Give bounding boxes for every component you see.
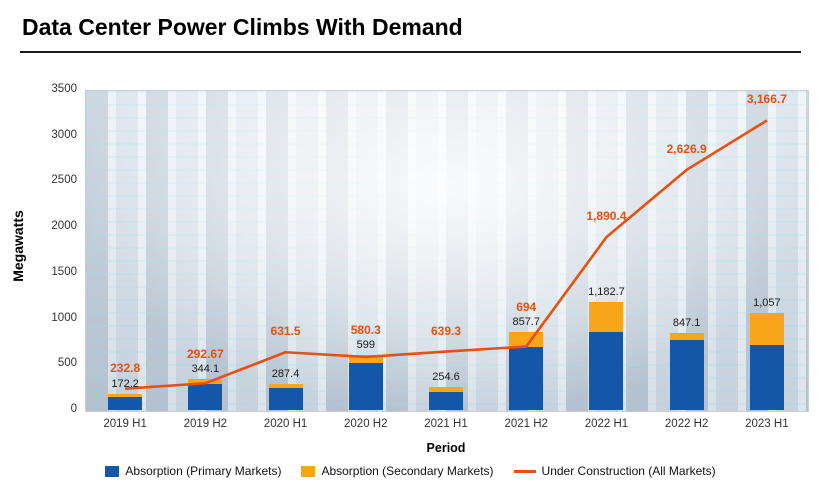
bar-total-label: 1,057 <box>753 297 781 310</box>
x-tick-label: 2021 H2 <box>504 418 548 430</box>
bar-secondary-segment <box>348 355 383 363</box>
bar-secondary-segment <box>429 386 463 392</box>
bar-primary-segment <box>188 384 223 410</box>
line-point-label: 232.8 <box>110 360 141 375</box>
legend-bar-swatch <box>301 465 316 477</box>
bar-primary-segment <box>589 332 624 410</box>
x-axis-label: Period <box>426 441 466 455</box>
bar-total-label: 344.1 <box>191 362 220 375</box>
title-underline <box>20 51 801 53</box>
bar-total-label: 287.4 <box>271 367 300 380</box>
line-point-label: 1,890.4 <box>586 209 627 224</box>
bar-primary-segment <box>108 397 143 410</box>
y-tick-label: 3500 <box>51 83 77 95</box>
bar-total-label: 254.6 <box>432 370 460 383</box>
x-tick-label: 2023 H1 <box>745 418 789 430</box>
page-title: Data Center Power Climbs With Demand <box>22 14 463 40</box>
line-point-label: 2,626.9 <box>666 141 707 156</box>
legend-label: Under Construction (All Markets) <box>541 464 716 478</box>
line-point-label: 3,166.7 <box>746 92 787 107</box>
x-tick-label: 2019 H1 <box>103 418 147 430</box>
line-point-label: 580.3 <box>350 323 381 338</box>
legend-label: Absorption (Secondary Markets) <box>321 464 494 478</box>
legend-label: Absorption (Primary Markets) <box>125 464 282 478</box>
bar-secondary-segment <box>589 301 624 333</box>
bar-secondary-segment <box>108 394 143 398</box>
bar-primary-segment <box>749 345 784 410</box>
bar-secondary-segment <box>749 313 784 346</box>
line-point-label: 694 <box>516 299 537 314</box>
bar-primary-segment <box>669 339 704 410</box>
y-axis-label: Megawatts <box>10 210 26 282</box>
y-tick-label: 1000 <box>51 311 77 324</box>
line-point-label: 292.67 <box>186 346 224 361</box>
y-tick-label: 0 <box>70 403 77 415</box>
title-block: Data Center Power Climbs With Demand <box>20 14 801 53</box>
chart: Megawatts Period Absorption (Primary Mar… <box>0 70 821 500</box>
under-construction-line <box>125 119 768 391</box>
bar-primary-segment <box>348 362 383 410</box>
y-tick-label: 3000 <box>51 128 77 141</box>
bar-total-label: 172.2 <box>111 378 139 391</box>
bar-total-label: 1,182.7 <box>588 285 625 298</box>
line-point-label: 631.5 <box>270 324 301 339</box>
bar-primary-segment <box>429 391 463 410</box>
x-tick-label: 2019 H2 <box>183 418 228 430</box>
legend-item: Absorption (Primary Markets) <box>105 464 281 478</box>
x-tick-label: 2020 H1 <box>263 418 308 430</box>
legend-item: Absorption (Secondary Markets) <box>301 464 494 478</box>
bar-secondary-segment <box>268 383 303 389</box>
plot-area <box>85 90 809 412</box>
bar-primary-segment <box>268 388 303 410</box>
legend-line-swatch <box>513 469 536 473</box>
bar-total-label: 847.1 <box>672 316 701 329</box>
bar-secondary-segment <box>669 332 704 340</box>
bar-secondary-segment <box>188 378 223 385</box>
bar-total-label: 599 <box>356 339 375 352</box>
bar-primary-segment <box>509 347 544 410</box>
line-point-label: 639.3 <box>430 323 462 338</box>
y-tick-label: 2500 <box>51 174 77 187</box>
y-tick-label: 500 <box>57 357 77 370</box>
x-tick-label: 2020 H2 <box>344 418 388 430</box>
legend: Absorption (Primary Markets) Absorption (… <box>0 464 821 478</box>
y-tick-label: 2000 <box>51 220 77 233</box>
legend-item: Under Construction (All Markets) <box>513 464 716 478</box>
x-tick-label: 2022 H2 <box>664 418 709 430</box>
x-tick-label: 2021 H1 <box>424 418 468 430</box>
x-tick-label: 2022 H1 <box>584 418 629 430</box>
legend-bar-swatch <box>105 465 120 477</box>
bar-total-label: 857.7 <box>512 315 540 328</box>
y-tick-label: 1500 <box>51 265 77 278</box>
